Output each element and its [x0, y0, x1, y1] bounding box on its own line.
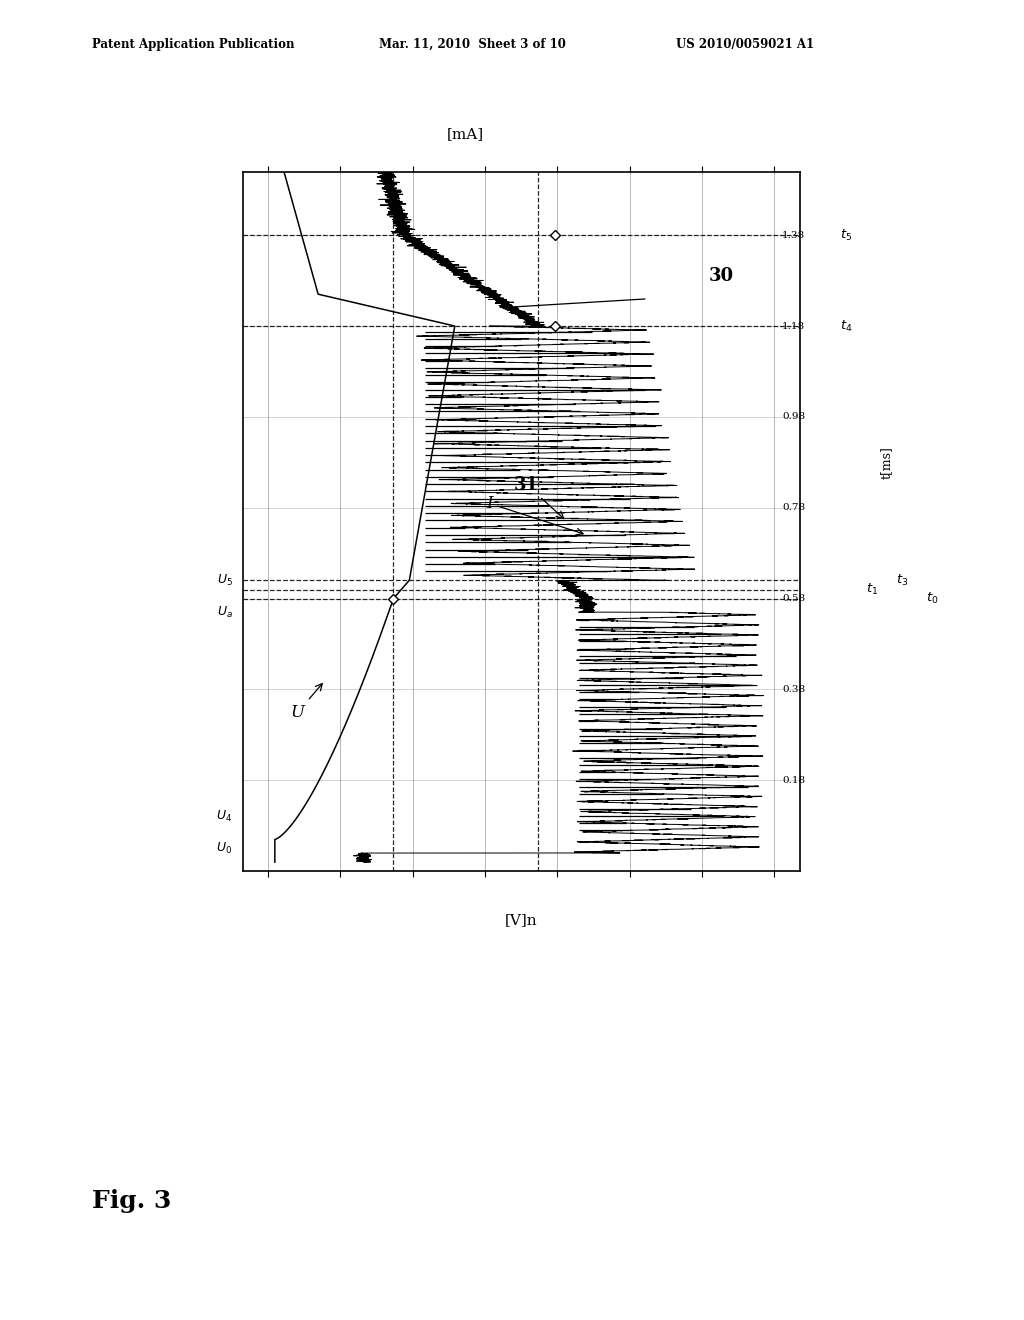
Text: $U_a$: $U_a$	[217, 605, 232, 620]
Text: 1.18: 1.18	[782, 322, 805, 330]
Text: $t_5$: $t_5$	[841, 227, 852, 243]
Text: 1.38: 1.38	[782, 231, 805, 240]
Text: Patent Application Publication: Patent Application Publication	[92, 37, 295, 50]
Text: 0.38: 0.38	[782, 685, 805, 694]
Text: Fig. 3: Fig. 3	[92, 1189, 172, 1213]
Text: 0.78: 0.78	[782, 503, 805, 512]
Text: t[ms]: t[ms]	[880, 446, 892, 479]
Text: U: U	[291, 684, 323, 721]
Text: $t_4$: $t_4$	[841, 318, 853, 334]
Text: $U_5$: $U_5$	[217, 573, 232, 587]
Text: 30: 30	[709, 267, 734, 285]
Text: 0.18: 0.18	[782, 776, 805, 785]
Text: [mA]: [mA]	[446, 128, 484, 141]
Text: [V]n: [V]n	[505, 913, 538, 927]
Text: $t_1$: $t_1$	[865, 582, 878, 597]
Text: $t_0$: $t_0$	[927, 591, 939, 606]
Text: 0.98: 0.98	[782, 412, 805, 421]
Text: US 2010/0059021 A1: US 2010/0059021 A1	[676, 37, 814, 50]
Text: 31: 31	[514, 475, 564, 519]
Text: 0.58: 0.58	[782, 594, 805, 603]
Text: $t_3$: $t_3$	[896, 573, 908, 587]
Text: Mar. 11, 2010  Sheet 3 of 10: Mar. 11, 2010 Sheet 3 of 10	[379, 37, 565, 50]
Text: $U_0$: $U_0$	[216, 841, 232, 857]
Text: $U_4$: $U_4$	[216, 809, 232, 824]
Text: I: I	[485, 495, 583, 535]
